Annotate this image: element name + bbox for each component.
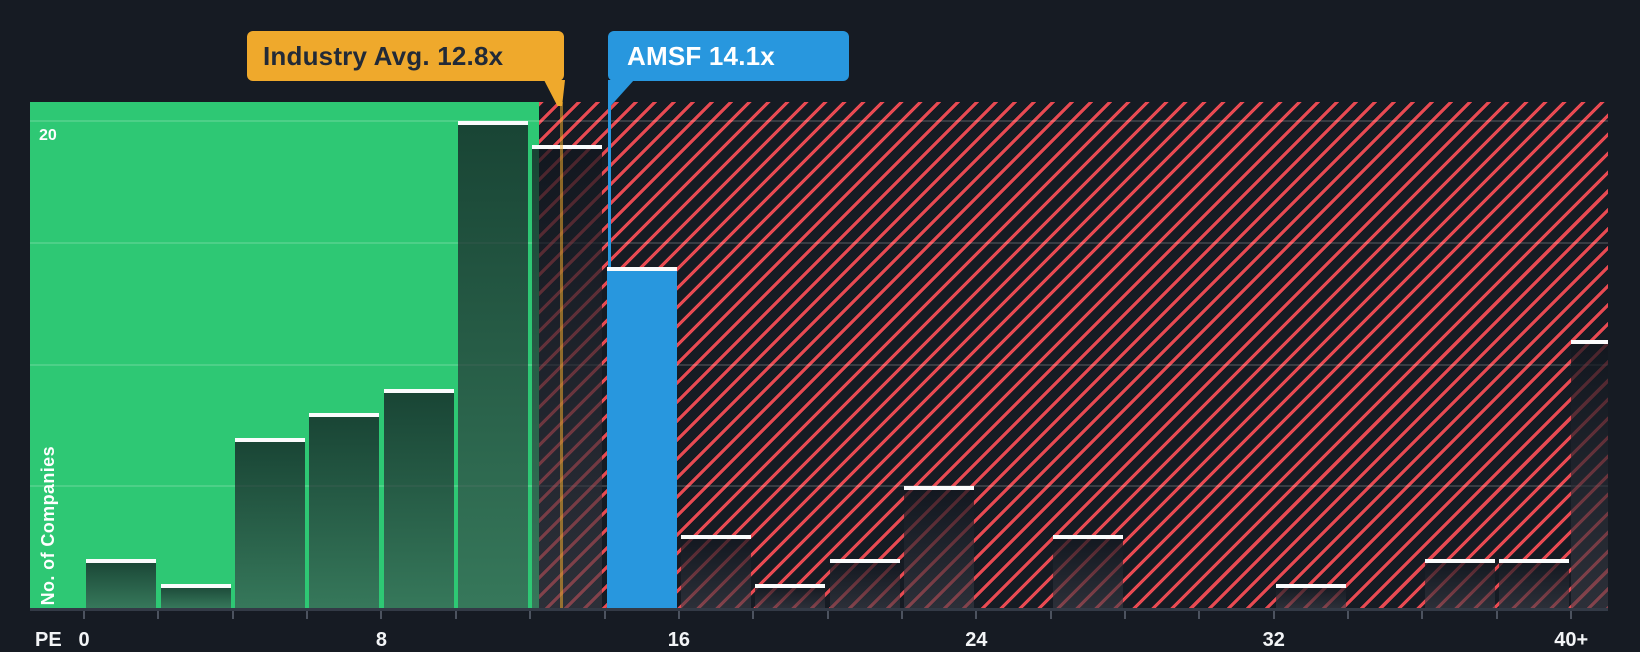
x-axis-tick (231, 611, 234, 619)
histogram-bar-0-2[interactable] (86, 559, 157, 608)
gridline-5 (30, 485, 1608, 488)
bar-cap (86, 559, 157, 564)
x-axis-tick (1495, 611, 1498, 619)
x-axis-tick (306, 611, 309, 619)
x-tick-label-0: 0 (78, 629, 90, 651)
histogram-bar-26-28[interactable] (1052, 534, 1123, 608)
histogram-bar-12-14[interactable] (532, 145, 603, 608)
x-axis-tick (975, 611, 978, 619)
histogram-bar-10-12[interactable] (458, 121, 528, 608)
bar-cap (829, 559, 900, 564)
gridline-15 (30, 241, 1608, 244)
bar-cap (160, 583, 231, 588)
y-axis-title: No. of Companies (38, 445, 58, 605)
bar-cap (234, 437, 305, 442)
bar-cap (458, 121, 528, 125)
x-tick-label-40+: 40+ (1554, 629, 1589, 651)
histogram-bar-20-22[interactable] (829, 559, 900, 608)
x-axis-tick (454, 611, 457, 619)
plot-area: 20 No. of Companies (30, 102, 1608, 608)
x-axis-tick (1198, 611, 1201, 619)
company-label: AMSF 14.1x (608, 31, 849, 81)
x-axis-tick (1347, 611, 1350, 619)
x-axis-tick (529, 611, 532, 619)
x-tick-label-32: 32 (1262, 629, 1285, 651)
bar-cap (1052, 534, 1123, 539)
x-axis-title: PE (35, 629, 62, 651)
bar-cap (1424, 559, 1495, 564)
x-axis-line (30, 608, 1608, 611)
histogram-bar-2-4[interactable] (160, 583, 231, 608)
x-tick-label-24: 24 (965, 629, 988, 651)
x-axis-tick (1570, 611, 1573, 619)
histogram-bar-32-34[interactable] (1275, 583, 1346, 608)
y-axis-tick-label: 20 (39, 127, 57, 144)
gridline-20 (30, 120, 1608, 122)
x-axis-tick (1421, 611, 1424, 619)
x-axis-tick (752, 611, 755, 619)
above-average-region (539, 102, 1608, 608)
x-axis-tick (900, 611, 903, 619)
gridline-10 (30, 363, 1608, 366)
x-tick-label-16: 16 (667, 629, 690, 651)
bar-cap (606, 267, 677, 272)
industry-average-label: Industry Avg. 12.8x (247, 31, 564, 81)
histogram-bar-14-16[interactable] (606, 267, 677, 608)
company-marker-line (608, 102, 612, 268)
histogram-bar-8-10[interactable] (383, 388, 454, 608)
bar-cap (532, 145, 603, 150)
x-axis-tick (677, 611, 680, 619)
bar-cap (309, 413, 380, 418)
histogram-bar-22-24[interactable] (904, 486, 975, 608)
histogram-bar-6-8[interactable] (309, 413, 380, 608)
histogram-bar-18-20[interactable] (755, 583, 826, 608)
bar-cap (1275, 583, 1346, 588)
bar-cap (1499, 559, 1569, 564)
industry-average-label-text: Industry Avg. 12.8x (263, 41, 504, 71)
x-axis-tick (380, 611, 383, 619)
histogram-bar-16-18[interactable] (681, 534, 752, 608)
histogram-bar-4-6[interactable] (234, 437, 305, 608)
x-axis-tick (1049, 611, 1052, 619)
company-label-text: AMSF 14.1x (627, 41, 775, 71)
bar-cap (755, 583, 826, 588)
bar-cap (1571, 340, 1608, 345)
histogram-bar-36-38[interactable] (1424, 559, 1495, 608)
x-axis-tick (603, 611, 606, 619)
industry-average-line (559, 102, 563, 608)
x-axis-tick (1124, 611, 1127, 619)
x-tick-label-8: 8 (375, 629, 387, 651)
x-axis-tick (1272, 611, 1275, 619)
bar-cap (904, 486, 975, 491)
x-axis-tick (826, 611, 829, 619)
bar-cap (383, 388, 454, 393)
x-axis-tick (157, 611, 160, 619)
histogram-bar-40+[interactable] (1571, 340, 1608, 608)
bar-cap (681, 534, 752, 539)
histogram-bar-38-40[interactable] (1499, 559, 1569, 608)
x-axis-tick (83, 611, 85, 619)
